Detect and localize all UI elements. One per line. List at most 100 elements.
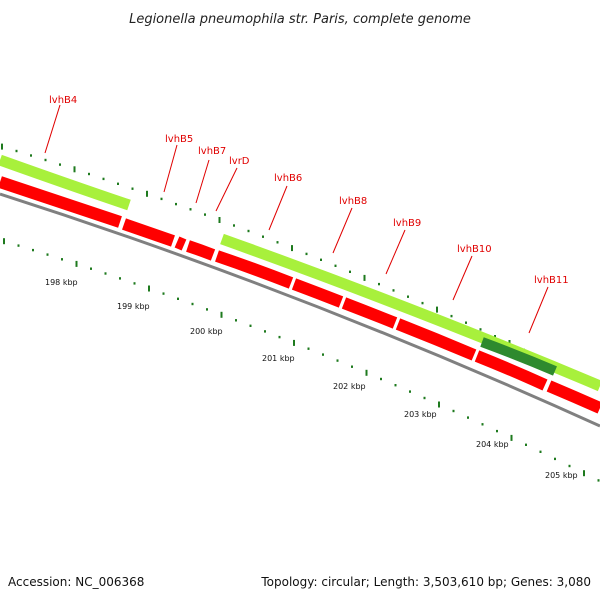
leader-line (452, 255, 473, 301)
minor-tick (90, 267, 92, 270)
minor-tick (264, 330, 266, 333)
minor-tick (160, 197, 163, 201)
minor-tick (392, 289, 395, 292)
minor-tick (568, 464, 571, 468)
accession-text: Accession: NC_006368 (8, 575, 144, 589)
minor-tick (336, 359, 339, 362)
inner-tick-marks (3, 238, 600, 482)
tick-label-199kbp: 199 kbp (117, 302, 150, 311)
tick-label-203kbp: 203 kbp (404, 410, 437, 419)
minor-tick (191, 302, 194, 306)
major-tick (436, 306, 438, 313)
gene-arrow (0, 176, 122, 228)
gene-arrow (291, 278, 344, 308)
minor-tick (46, 253, 49, 256)
gene-label-lvhB6: lvhB6 (274, 173, 302, 184)
minor-tick (423, 396, 426, 400)
feature-track (0, 154, 600, 392)
gene-arrow (186, 240, 216, 261)
gene-label-lvhB8: lvhB8 (339, 196, 367, 207)
minor-tick (59, 163, 61, 166)
major-tick (583, 470, 585, 477)
minor-tick (481, 423, 484, 426)
minor-tick (278, 335, 281, 339)
minor-tick (554, 457, 556, 461)
major-tick (1, 143, 3, 150)
minor-tick (467, 416, 469, 419)
minor-tick (177, 297, 179, 300)
leader-line (385, 229, 406, 275)
tick-label-205kbp: 205 kbp (545, 471, 578, 480)
major-tick (73, 166, 76, 173)
minor-tick (175, 202, 177, 206)
minor-tick (233, 224, 235, 227)
minor-tick (32, 248, 34, 252)
minor-tick (131, 187, 134, 190)
minor-tick (421, 301, 424, 305)
gene-arrow (474, 350, 548, 391)
genome-backbone (0, 192, 600, 428)
minor-tick (465, 321, 467, 324)
minor-tick (349, 270, 351, 273)
minor-tick (351, 365, 353, 368)
leader-line (163, 144, 178, 193)
gene-arrow (395, 318, 477, 361)
minor-tick (262, 235, 264, 238)
map-title: Legionella pneumophila str. Paris, compl… (129, 12, 471, 27)
minor-tick (334, 264, 337, 267)
gene-arrow (174, 236, 187, 251)
gene-label-lvrD: lvrD (229, 156, 250, 167)
minor-tick (249, 324, 252, 327)
gene-labels: lvhB4 lvhB5 lvhB7 lvrD lvhB6 lvhB8 lvhB9… (44, 95, 569, 334)
minor-tick (305, 252, 308, 256)
feature-segment-left (0, 154, 131, 211)
feature-segment-dark (480, 337, 557, 376)
gene-label-lvhB10: lvhB10 (457, 244, 492, 255)
major-tick (220, 311, 223, 318)
minor-tick (15, 149, 18, 153)
minor-tick (235, 319, 237, 322)
minor-tick (276, 241, 279, 244)
gene-arrow (122, 218, 175, 247)
minor-tick (452, 409, 455, 413)
minor-tick (322, 353, 324, 356)
gene-label-lvhB9: lvhB9 (393, 218, 421, 229)
minor-tick (494, 335, 496, 338)
minor-tick (17, 244, 20, 247)
gene-label-lvhB7: lvhB7 (198, 146, 226, 157)
minor-tick (133, 282, 136, 285)
minor-tick (539, 450, 542, 453)
minor-tick (307, 347, 310, 350)
minor-tick (320, 258, 322, 261)
minor-tick (247, 229, 250, 233)
major-tick (291, 245, 293, 252)
major-tick (3, 238, 5, 245)
minor-tick (117, 182, 119, 185)
gene-track (0, 176, 600, 414)
leader-line (528, 286, 549, 334)
minor-tick (479, 328, 482, 331)
minor-tick (378, 282, 380, 286)
genome-summary-text: Topology: circular; Length: 3,503,610 bp… (260, 575, 591, 589)
minor-tick (206, 308, 208, 311)
leader-line (215, 167, 238, 212)
tick-label-198kbp: 198 kbp (45, 278, 78, 287)
minor-tick (189, 208, 192, 211)
major-tick (363, 274, 366, 281)
major-tick (75, 260, 78, 267)
minor-tick (119, 277, 121, 280)
leader-line (44, 104, 61, 154)
minor-tick (597, 479, 600, 482)
gene-arrow (341, 297, 398, 329)
leader-line (268, 185, 288, 231)
gene-label-lvhB4: lvhB4 (49, 95, 77, 106)
leader-line (332, 207, 353, 254)
gene-label-lvhB11: lvhB11 (534, 275, 569, 286)
major-tick (148, 285, 150, 292)
minor-tick (204, 213, 206, 216)
minor-tick (44, 158, 47, 162)
minor-tick (102, 177, 105, 181)
minor-tick (409, 390, 411, 393)
major-tick (146, 190, 148, 197)
